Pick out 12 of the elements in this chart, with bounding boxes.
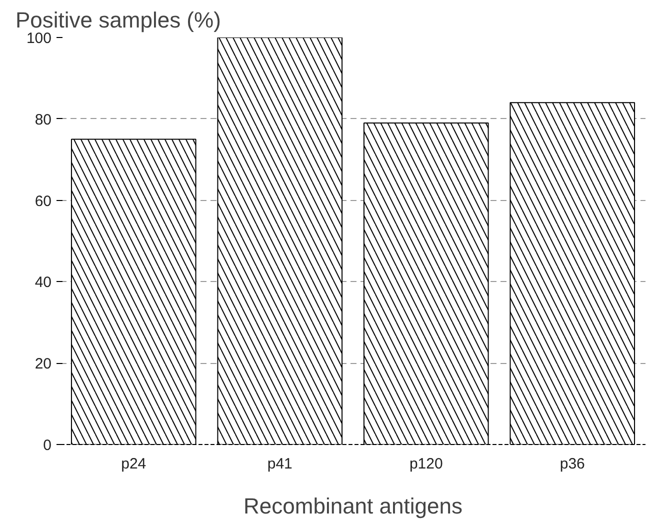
x-tick-label: p24 [121,456,146,472]
x-tick-label: p120 [409,456,443,472]
y-tick-label: 100 [26,30,52,47]
y-tick-label: 40 [34,274,52,292]
y-axis-title: Positive samples (%) [16,8,221,32]
x-tick-label: p41 [267,456,292,472]
y-tick-label: 0 [43,437,52,454]
x-tick-label: p36 [560,456,585,472]
y-tick-label: 80 [34,111,52,128]
y-tick-label: 60 [34,192,52,210]
y-tick-label: 20 [34,356,52,373]
x-axis-title: Recombinant antigens [244,494,462,518]
